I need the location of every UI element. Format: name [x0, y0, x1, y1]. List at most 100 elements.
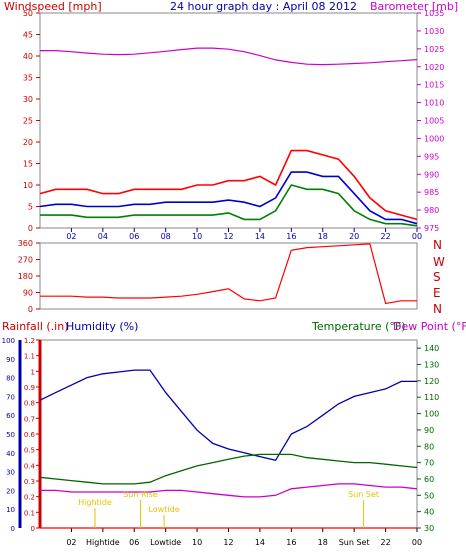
bottom-x-tick-label: Sun Set — [339, 538, 370, 547]
temperature-tick-label: 120 — [424, 377, 439, 386]
barometer-tick-label: 975 — [424, 224, 439, 233]
compass-n-bottom: N — [433, 302, 442, 316]
temperature-tick-label: 100 — [424, 410, 439, 419]
barometer-tick-label: 1020 — [424, 63, 444, 72]
barometer-tick-label: 1015 — [424, 81, 444, 90]
compass-s: S — [433, 270, 441, 284]
rain-tick-label: 0.9 — [24, 384, 35, 392]
temperature-tick-label: 40 — [424, 508, 434, 517]
humidity-tick-label: 90 — [6, 356, 15, 364]
top-x-tick-label: 22 — [380, 232, 390, 241]
top-x-tick-label: 20 — [349, 232, 359, 241]
rain-tick-label: 0.4 — [24, 462, 36, 470]
rain-tick-label: 0.3 — [24, 478, 35, 486]
direction-panel-frame — [39, 242, 418, 310]
rain-tick-label: 0.6 — [24, 431, 36, 439]
temperature-tick-label: 80 — [424, 442, 434, 451]
barometer-tick-label: 1005 — [424, 117, 444, 126]
humidity-tick-label: 10 — [6, 506, 15, 514]
chart-title: 24 hour graph day : April 08 2012 — [170, 0, 357, 13]
top-x-tick-label: 00 — [412, 232, 422, 241]
windspeed-tick-label: 35 — [23, 74, 33, 83]
tide-sun-annotation: Sun Set — [348, 490, 379, 499]
top-x-tick-label: 06 — [129, 232, 139, 241]
bottom-x-tick-label: 02 — [66, 538, 76, 547]
bottom-x-tick-label: 22 — [380, 538, 390, 547]
barometer-tick-label: 980 — [424, 206, 439, 215]
humidity-line — [39, 369, 417, 462]
barometer-tick-label: 1025 — [424, 45, 444, 54]
direction-tick-label: 90 — [23, 289, 33, 298]
top-x-tick-label: 04 — [98, 232, 108, 241]
bottom-x-tick-label: 10 — [192, 538, 202, 547]
top-x-tick-label: 16 — [286, 232, 296, 241]
dew_point-line — [40, 483, 418, 498]
direction-tick-label: 180 — [18, 272, 33, 281]
rain-tick-label: 0.2 — [24, 494, 35, 502]
wind_gust-line — [39, 149, 418, 221]
windspeed-axis-label: Windspeed [mph] — [4, 0, 102, 13]
rain-tick-label: 1 — [31, 368, 35, 376]
top-x-tick-label: 14 — [255, 232, 265, 241]
humidity-tick-label: 0 — [11, 525, 15, 533]
direction-compass-labels: N W S E N — [433, 238, 445, 316]
temperature-tick-label: 130 — [424, 361, 439, 370]
humidity-tick-label: 50 — [6, 431, 15, 439]
temperature-tick-label: 90 — [424, 426, 434, 435]
temperature-tick-label: 60 — [424, 475, 434, 484]
windspeed-tick-label: 15 — [23, 160, 33, 169]
windspeed-tick-label: 50 — [23, 9, 33, 18]
windspeed-tick-label: 10 — [23, 181, 33, 190]
wind_avg-line — [39, 171, 418, 225]
rain-tick-label: 0.1 — [24, 509, 35, 517]
humidity-tick-label: 40 — [6, 450, 15, 458]
direction-tick-label: 270 — [18, 256, 33, 265]
bottom-x-tick-label: 16 — [286, 538, 296, 547]
top-x-tick-label: 18 — [318, 232, 328, 241]
dewpoint-axis-label: Dew Point (°F) — [393, 320, 466, 333]
rain-tick-label: 1.2 — [24, 337, 35, 345]
tide-sun-annotation: Sun Rise — [123, 490, 158, 499]
humidity-tick-label: 80 — [6, 375, 15, 383]
windspeed-tick-label: 45 — [23, 31, 33, 40]
temperature-tick-label: 50 — [424, 491, 434, 500]
top-x-tick-label: 12 — [223, 232, 233, 241]
humidity-axis-label: Humidity (%) — [66, 320, 138, 333]
direction-tick-label: 0 — [28, 305, 33, 314]
bottom-x-tick-label: 00 — [412, 538, 422, 547]
temperature-tick-label: 30 — [424, 524, 434, 533]
humidity-tick-label: 70 — [6, 393, 15, 401]
barometer-axis-label: Barometer [mb] — [370, 0, 458, 13]
barometer-tick-label: 985 — [424, 188, 439, 197]
bottom-x-tick-label: 18 — [318, 538, 328, 547]
barometer-tick-label: 995 — [424, 152, 439, 161]
temperature-line — [39, 453, 418, 485]
wind_direction-line — [40, 243, 417, 305]
compass-e: E — [433, 286, 441, 300]
wind_min-line — [40, 184, 418, 227]
bottom-x-tick-label: Lowtide — [150, 538, 181, 547]
top-x-tick-label: 10 — [192, 232, 202, 241]
barometer-tick-label: 1035 — [424, 9, 444, 18]
barometer-line — [40, 47, 418, 66]
top-x-tick-label: 08 — [161, 232, 171, 241]
barometer-tick-label: 1010 — [424, 99, 444, 108]
bottom-x-tick-label: Hightide — [86, 538, 120, 547]
temperature-tick-label: 140 — [424, 344, 439, 353]
bottom-x-tick-label: 14 — [255, 538, 265, 547]
humidity-tick-label: 100 — [2, 337, 15, 345]
windspeed-tick-label: 20 — [23, 138, 33, 147]
direction-tick-label: 360 — [18, 239, 33, 248]
temperature-tick-label: 70 — [424, 459, 434, 468]
barometer-tick-label: 1000 — [424, 134, 444, 143]
rainfall-axis-label: Rainfall (.in) — [2, 320, 69, 333]
tide-sun-annotation: Hightide — [78, 498, 112, 507]
top-x-tick-label: 02 — [66, 232, 76, 241]
windspeed-tick-label: 40 — [23, 52, 33, 61]
rain-tick-label: 0.8 — [24, 400, 35, 408]
compass-n-top: N — [433, 238, 442, 252]
humidity-tick-label: 30 — [6, 469, 15, 477]
temperature-axis-label: Temperature (°F) — [311, 320, 406, 333]
